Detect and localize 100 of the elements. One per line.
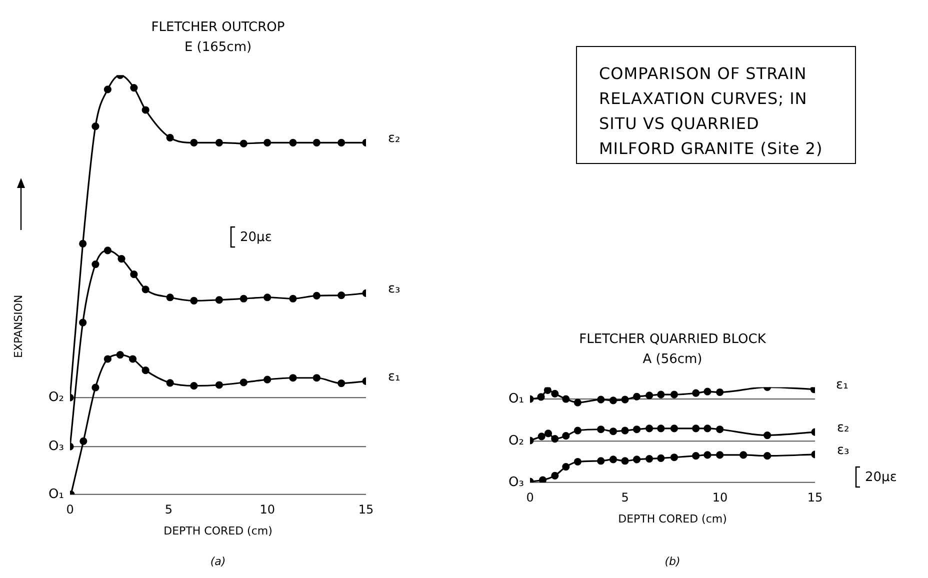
point — [562, 395, 570, 403]
series-label: ε₂ — [388, 131, 400, 146]
point — [704, 424, 712, 432]
point — [716, 388, 724, 396]
point — [142, 366, 150, 374]
point — [79, 318, 87, 326]
point — [104, 86, 112, 94]
point — [92, 260, 100, 268]
point — [537, 393, 545, 401]
point — [130, 84, 138, 92]
point — [562, 462, 570, 471]
point — [692, 424, 700, 432]
point — [264, 294, 272, 302]
ref-line-label: O₂ — [48, 390, 64, 405]
y-axis-title: EXPANSION — [12, 294, 25, 358]
point — [609, 396, 618, 404]
point — [597, 396, 605, 404]
point — [551, 435, 559, 443]
point — [128, 355, 137, 363]
point — [632, 426, 641, 434]
chart-subtitle: A (56cm) — [642, 352, 702, 367]
series-label: ε₂ — [837, 420, 850, 436]
point — [621, 426, 629, 434]
point — [538, 432, 546, 440]
point — [289, 138, 297, 146]
x-tick-label: 0 — [526, 490, 534, 505]
point — [609, 428, 618, 436]
point — [716, 426, 724, 434]
x-tick-label: 15 — [807, 490, 823, 505]
text: (a) — [209, 555, 227, 568]
point — [142, 106, 150, 114]
x-tick-label: 15 — [358, 502, 374, 517]
point — [118, 255, 126, 263]
point — [574, 426, 582, 434]
point — [574, 458, 582, 466]
x-tick-label: 5 — [621, 490, 629, 505]
point — [574, 398, 582, 406]
point — [338, 291, 346, 300]
point — [215, 138, 223, 146]
point — [289, 374, 297, 382]
point — [646, 392, 654, 400]
point — [716, 451, 724, 459]
point — [544, 430, 552, 438]
ref-line-label: O₃ — [48, 438, 64, 454]
point — [621, 396, 629, 404]
point — [338, 138, 346, 146]
point — [240, 294, 248, 302]
point — [646, 424, 654, 432]
point — [166, 294, 174, 302]
point — [597, 457, 605, 465]
point — [312, 374, 320, 382]
point — [130, 270, 138, 278]
x-tick-label: 10 — [712, 490, 728, 505]
point — [264, 138, 272, 146]
point — [704, 451, 712, 459]
point — [740, 451, 748, 459]
point — [92, 122, 100, 130]
series-label: ε₁ — [388, 370, 400, 385]
x-axis-title: DEPTH CORED (cm) — [618, 512, 727, 526]
point — [79, 240, 87, 248]
point — [104, 246, 112, 254]
point — [289, 294, 297, 302]
point — [240, 378, 248, 386]
point — [80, 437, 88, 445]
point — [92, 384, 100, 392]
ref-line-label: O₁ — [508, 391, 524, 406]
point — [190, 138, 198, 146]
point — [166, 134, 174, 142]
series-label: ε₃ — [388, 282, 400, 297]
point — [597, 426, 605, 434]
ref-line-label: O₁ — [48, 486, 64, 502]
point — [621, 457, 629, 465]
point — [670, 454, 678, 462]
point — [551, 472, 559, 480]
point — [312, 138, 320, 146]
ref-line-label: O₂ — [508, 434, 524, 449]
point — [764, 452, 772, 460]
point — [338, 380, 346, 388]
point — [190, 382, 198, 390]
chart-title: FLETCHER QUARRIED BLOCK — [579, 332, 766, 348]
point — [670, 424, 678, 432]
ref-line-label: O₃ — [508, 474, 524, 490]
point — [551, 390, 559, 398]
point — [646, 454, 654, 463]
point — [142, 286, 150, 294]
annotation: 20με — [240, 230, 272, 244]
point — [657, 454, 665, 462]
point — [240, 140, 248, 148]
point — [264, 376, 272, 384]
chart-title: FLETCHER OUTCROP — [151, 20, 285, 36]
point — [544, 387, 552, 394]
x-axis-title: DEPTH CORED (cm) — [164, 524, 272, 538]
point — [692, 452, 700, 460]
point — [609, 456, 618, 464]
point — [312, 292, 320, 300]
point — [764, 431, 772, 440]
x-tick-label: 10 — [260, 502, 275, 517]
text: 20με — [865, 470, 897, 484]
x-tick-label: 0 — [66, 502, 74, 517]
series-label: ε₁ — [836, 378, 848, 393]
